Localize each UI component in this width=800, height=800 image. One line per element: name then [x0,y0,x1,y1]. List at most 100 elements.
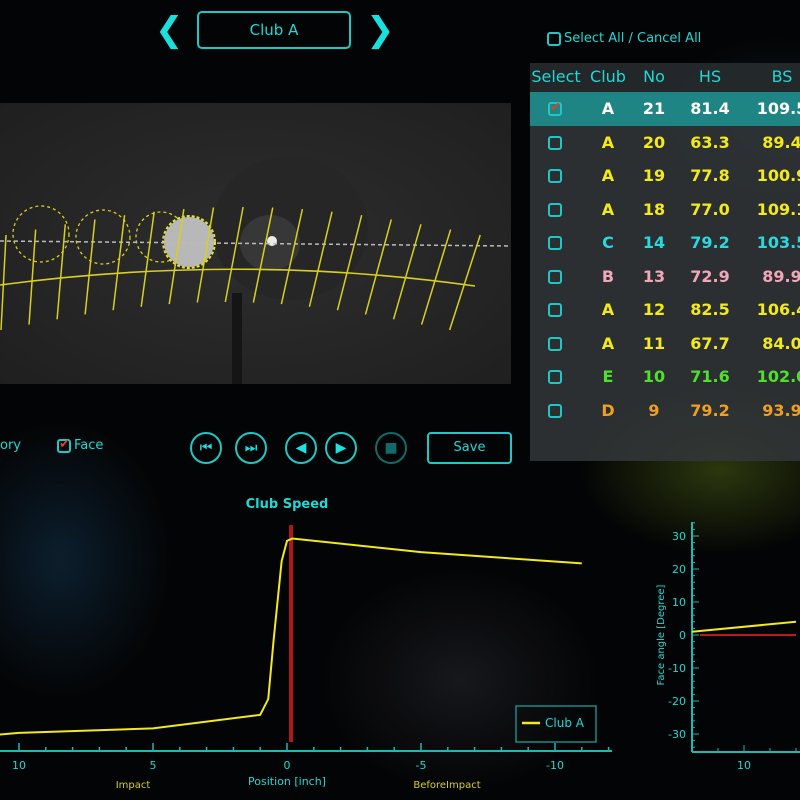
header-bs: BS [771,67,793,86]
cell-bs: 84.0 [762,333,800,353]
skip-start-icon: ⏮ [199,440,213,456]
row-checkbox[interactable] [548,269,562,284]
face-line [280,208,304,305]
cell-club: D [601,400,615,420]
face-line [112,215,126,311]
cell-club: A [601,132,615,152]
face-line [0,234,7,331]
x-tick-label: -5 [416,759,427,772]
cell-no: 9 [648,400,660,420]
face-line [392,224,422,320]
cell-no: 11 [642,333,666,353]
row-checkbox[interactable] [548,100,562,116]
stop-button[interactable]: ■ [375,432,407,464]
chevron-right-icon: ❯ [366,10,395,50]
row-checkbox[interactable] [548,403,562,418]
prev-club-button[interactable]: ❮ [155,10,184,50]
table-row[interactable]: A 11 67.7 84.0 [530,327,800,361]
y-tick-label: 0 [679,629,686,642]
select-all-toggle[interactable]: Select All / Cancel All [547,31,701,46]
target-line [0,240,512,247]
face-line [224,206,244,303]
cell-hs: 79.2 [690,233,730,252]
club-selector[interactable]: Club A [197,11,351,49]
table-row[interactable]: A 12 82.5 106.4 [530,293,800,327]
cell-hs: 71.6 [690,367,730,386]
x-tick-label: 5 [150,759,157,772]
stop-icon: ■ [384,440,398,456]
face-line [84,219,96,315]
cell-hs: 79.2 [690,400,730,420]
save-button[interactable]: Save [427,432,512,464]
face-line [448,234,481,331]
x-tick-label: 10 [737,759,751,772]
face-toggle[interactable]: Face [57,437,104,453]
shot-table: Select Club No HS BS A 21 81.4 109.5 A 20 63.3… [530,63,800,461]
cell-club: A [601,99,615,118]
before-impact-annotation: BeforeImpact [413,780,480,791]
row-checkbox[interactable] [548,370,562,384]
cell-hs: 77.8 [690,166,730,185]
row-checkbox[interactable] [548,135,562,150]
x-tick-label: 0 [284,759,291,772]
cell-bs: 93.9 [762,400,800,420]
cell-bs: 109.1 [756,199,800,219]
row-checkbox[interactable] [548,236,562,250]
face-line [168,209,185,305]
chart-legend: Club A [515,705,597,743]
ball-positions [12,205,187,265]
play-reverse-icon: ◀ [295,440,307,456]
cell-club: A [601,166,615,185]
cell-no: 20 [642,132,666,152]
face-line [420,229,452,325]
table-row[interactable]: A 18 77.0 109.1 [530,193,800,227]
skip-to-impact-button[interactable]: ⏭ [235,432,267,464]
step-back-button[interactable]: ◀ [285,432,317,464]
face-line [140,211,155,307]
swing-image [0,103,512,384]
face-line [28,229,37,325]
table-row[interactable]: D 9 79.2 93.9 [530,394,800,428]
face-line [56,224,67,320]
cell-hs: 82.5 [690,300,730,319]
skip-to-start-button[interactable]: ⏮ [190,432,222,464]
row-checkbox[interactable] [548,169,562,183]
cell-bs: 103.5 [756,233,800,252]
header-hs: HS [698,67,722,86]
face-line [336,215,363,311]
legend-label: Club A [545,716,585,730]
step-forward-button[interactable]: ▶ [325,432,357,464]
row-checkbox[interactable] [548,202,562,217]
face-checkbox[interactable] [57,437,71,453]
series-line-club-a [0,537,582,736]
cell-hs: 81.4 [690,99,730,118]
face-line [364,219,393,315]
face-label: Face [74,438,104,453]
cell-no: 12 [642,300,666,319]
cell-club: E [602,367,614,386]
y-tick-label: 20 [672,563,686,576]
table-row[interactable]: E 10 71.6 102.0 [530,360,800,394]
cell-bs: 100.9 [756,166,800,185]
select-all-checkbox[interactable] [547,31,561,46]
club-speed-chart: Club Speed Position [inch] Impact Before… [0,497,612,791]
table-row[interactable]: A 19 77.8 100.9 [530,159,800,193]
table-row[interactable]: B 13 72.9 89.9 [530,260,800,294]
swing-path [0,268,476,287]
cell-hs: 72.9 [690,266,730,286]
chevron-left-icon: ❮ [155,10,184,50]
y-tick-label: -10 [668,662,686,675]
table-row[interactable]: A 21 81.4 109.5 [530,92,800,126]
x-tick-label: 10 [12,759,26,772]
impact-annotation: Impact [116,780,151,791]
header-club: Club [590,67,626,86]
next-club-button[interactable]: ❯ [366,10,395,50]
row-checkbox[interactable] [548,303,562,317]
face-line [196,207,215,303]
y-tick-label: -30 [668,728,686,741]
cell-bs: 89.9 [762,266,800,286]
table-row[interactable]: A 20 63.3 89.4 [530,126,800,160]
row-checkbox[interactable] [548,336,562,351]
face-angle-lines [0,206,481,331]
table-row[interactable]: C 14 79.2 103.5 [530,226,800,260]
